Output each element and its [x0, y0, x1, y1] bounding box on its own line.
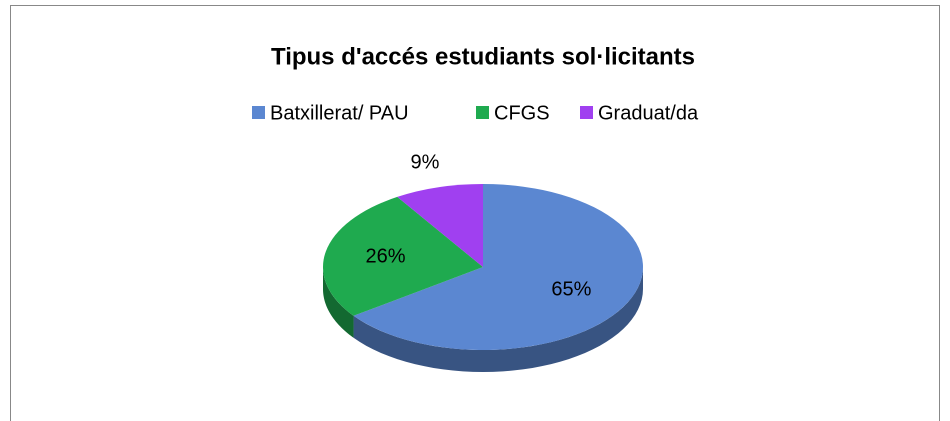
slice: [323, 196, 483, 316]
slice-side: [323, 267, 354, 338]
data-label: 9%: [411, 152, 440, 174]
chart-title: Tipus d'accés estudiants sol·licitants: [271, 43, 695, 70]
legend-swatch: [580, 106, 593, 119]
legend-label: Batxillerat/ PAU: [270, 102, 409, 124]
data-label: 65%: [551, 279, 591, 301]
legend-label: Graduat/da: [598, 102, 699, 124]
legend-label: CFGS: [494, 102, 550, 124]
slice: [353, 184, 644, 351]
chart-frame: [10, 5, 940, 421]
legend-swatch: [252, 106, 265, 119]
slice-side: [353, 267, 643, 372]
slice: [397, 184, 483, 267]
data-label: 26%: [366, 246, 406, 268]
legend-swatch: [476, 106, 489, 119]
